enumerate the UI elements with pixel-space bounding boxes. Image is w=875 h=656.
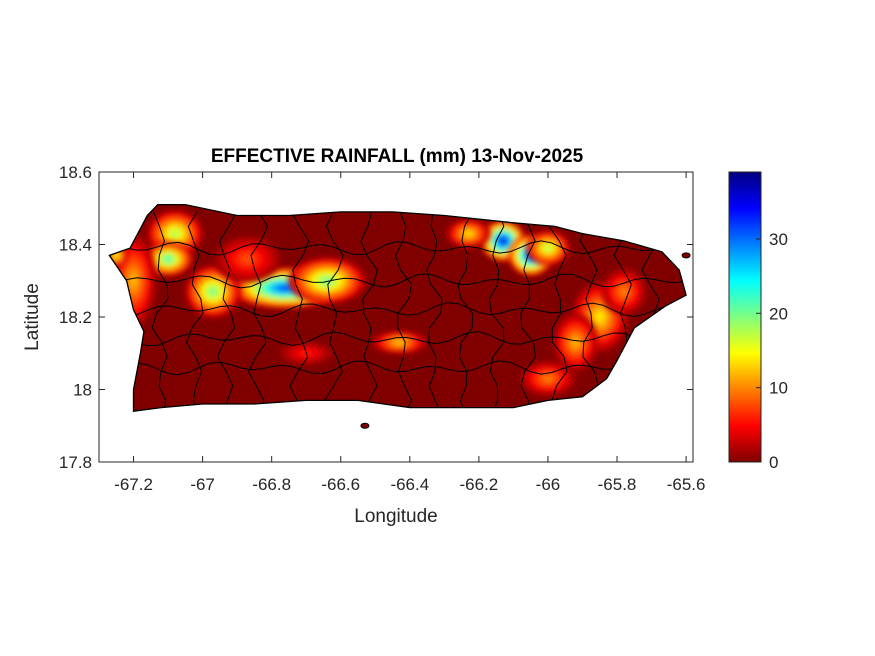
y-tick-label: 18: [73, 381, 92, 400]
x-tick-label: -66.6: [321, 475, 360, 494]
municipality-border: [324, 211, 344, 412]
rainfall-contour: [620, 288, 628, 295]
x-tick-label: -65.8: [598, 475, 637, 494]
islet: [681, 252, 691, 259]
coastline: [108, 203, 687, 412]
y-axis-label: Latitude: [22, 283, 43, 351]
y-tick-label: 17.8: [59, 453, 92, 472]
rainfall-contour: [114, 253, 118, 258]
municipality-border: [151, 211, 169, 412]
rainfall-contour: [277, 285, 294, 291]
municipality-border: [216, 211, 237, 412]
y-tick-label: 18.6: [59, 163, 92, 182]
municipality-border: [488, 211, 505, 412]
rainfall-contour: [499, 237, 507, 244]
rainfall-contour: [544, 376, 552, 382]
municipality-border: [109, 302, 687, 318]
municipality-border: [109, 240, 687, 256]
rainfall-contour: [465, 231, 472, 236]
x-axis-label: Longitude: [354, 506, 437, 527]
municipality-border: [289, 211, 310, 412]
rainfall-field: [109, 210, 647, 397]
colorbar-axis: 0 10 20 30: [756, 230, 788, 472]
colorbar-tick-label: 0: [769, 453, 778, 472]
x-tick-label: -66.2: [460, 475, 499, 494]
colorbar-tick-label: 20: [769, 304, 788, 323]
municipality-border: [109, 273, 687, 289]
rainfall-contour: [544, 245, 552, 251]
rainfall-hotspot: [371, 330, 428, 354]
x-tick-label: -67: [190, 475, 215, 494]
municipality-border: [358, 211, 378, 412]
municipality-border: [109, 331, 687, 347]
rainfall-contour: [130, 274, 137, 288]
rainfall-hotspot: [446, 219, 491, 249]
x-axis: -67.2 -67 -66.8 -66.6 -66.4 -66.2 -66 -65.8 -65.…: [114, 172, 705, 494]
island-map: [108, 203, 691, 429]
colorbar-tick-label: 30: [769, 230, 788, 249]
x-tick-label: -65.6: [667, 475, 706, 494]
rainfall-contour: [395, 340, 404, 345]
rainfall-contour: [572, 338, 579, 347]
rainfall-contour: [209, 287, 217, 296]
rainfall-contour: [164, 256, 172, 262]
islets: [360, 252, 691, 429]
x-tick-label: -67.2: [114, 475, 153, 494]
colorbar: [728, 171, 762, 463]
rainfall-contour: [242, 255, 253, 263]
y-tick-label: 18.2: [59, 308, 92, 327]
municipality-border: [109, 360, 687, 376]
rainfall-hotspot: [214, 235, 281, 283]
rainfall-hotspot: [143, 241, 193, 277]
rainfall-contour: [171, 230, 179, 237]
municipality-border: [548, 211, 568, 412]
municipality-border: [579, 211, 599, 412]
rainfall-contour: [595, 312, 604, 322]
colorbar-tick-label: 10: [769, 379, 788, 398]
y-axis: 17.8 18 18.2 18.4 18.6: [59, 163, 693, 472]
municipality-border: [185, 211, 204, 412]
municipality-border: [457, 211, 474, 412]
x-tick-label: -66.4: [390, 475, 429, 494]
rainfall-hotspot: [553, 313, 598, 372]
rainfall-hotspot: [288, 257, 366, 304]
chart-title: EFFECTIVE RAINFALL (mm) 13-Nov-2025: [211, 146, 584, 167]
municipality-border: [517, 211, 536, 412]
rainfall-hotspot: [525, 230, 571, 266]
municipality-border: [426, 211, 444, 412]
islet: [360, 422, 370, 429]
x-tick-label: -66: [536, 475, 561, 494]
x-tick-label: -66.8: [252, 475, 291, 494]
municipality-boundaries: [109, 211, 687, 412]
y-tick-label: 18.4: [59, 236, 92, 255]
